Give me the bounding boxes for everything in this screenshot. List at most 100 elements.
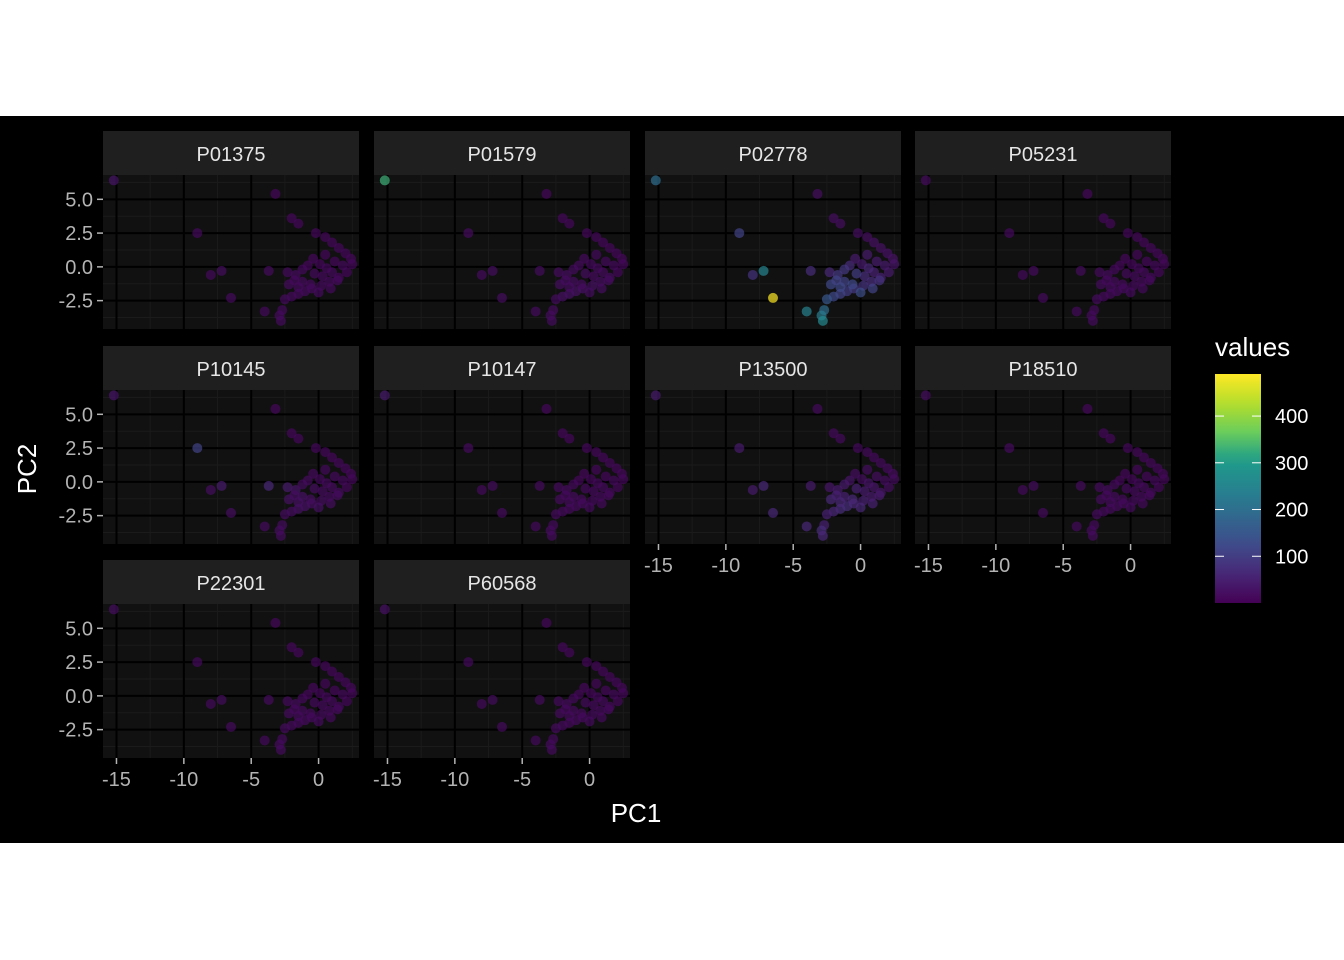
y-tick-label: -2.5 <box>59 720 93 742</box>
data-point <box>564 433 575 444</box>
data-point <box>650 390 661 401</box>
data-point <box>553 696 564 707</box>
data-point <box>332 490 343 501</box>
data-point <box>828 428 839 439</box>
data-point <box>596 498 607 509</box>
data-point <box>309 697 320 708</box>
data-point <box>608 475 619 486</box>
data-point <box>824 267 835 278</box>
facet-strip-label: P18510 <box>1009 359 1078 381</box>
data-point <box>817 315 828 326</box>
y-tick-label: 0.0 <box>65 686 93 708</box>
data-point <box>604 671 615 682</box>
data-point <box>591 232 602 243</box>
facet-strip-label: P01579 <box>468 144 537 166</box>
data-point <box>871 471 882 482</box>
data-point <box>476 698 487 709</box>
data-point <box>226 507 236 518</box>
points-group <box>108 604 358 755</box>
facet-strip <box>103 560 359 604</box>
x-tick-label: -15 <box>644 555 673 577</box>
data-point <box>920 175 931 186</box>
data-point <box>317 700 328 711</box>
data-point <box>871 256 882 267</box>
data-point <box>497 721 507 732</box>
data-point <box>108 604 119 615</box>
data-point <box>1121 483 1132 494</box>
data-point <box>588 271 599 282</box>
data-point <box>297 479 308 490</box>
data-point <box>476 484 487 495</box>
legend-colorbar <box>1215 374 1261 603</box>
facet-strip-label: P01375 <box>197 144 266 166</box>
data-point <box>293 647 304 658</box>
y-tick-label: 0.0 <box>65 472 93 494</box>
data-point <box>855 502 866 513</box>
data-point <box>297 693 308 704</box>
y-tick-label: -2.5 <box>59 291 93 313</box>
data-point <box>463 443 474 454</box>
data-point <box>568 479 579 490</box>
data-point <box>591 464 602 475</box>
data-point <box>580 268 591 279</box>
data-point <box>476 269 487 280</box>
faceted-scatter-chart: P01375 -2.5 0.0 2.5 5.0 P01579 P02778 P05231 P10… <box>12 131 1308 828</box>
data-point <box>282 696 293 707</box>
data-point <box>1075 480 1086 491</box>
data-point <box>1139 452 1150 463</box>
data-point <box>758 480 769 491</box>
data-point <box>855 287 866 298</box>
data-point <box>333 671 344 682</box>
data-point <box>270 188 281 199</box>
data-point <box>205 698 216 709</box>
data-point <box>1120 468 1131 479</box>
data-point <box>875 242 886 253</box>
data-point <box>282 267 293 278</box>
data-point <box>279 723 290 734</box>
data-point <box>600 685 611 696</box>
data-point <box>576 494 587 505</box>
data-point <box>591 661 602 672</box>
x-tick-label: -15 <box>373 769 402 791</box>
data-point <box>852 443 863 454</box>
data-point <box>1149 475 1160 486</box>
data-point <box>576 279 587 290</box>
data-point <box>379 175 390 186</box>
x-tick-label: -10 <box>711 555 740 577</box>
data-point <box>1121 268 1132 279</box>
data-point <box>581 443 592 454</box>
data-point <box>1038 507 1048 518</box>
points-group <box>650 390 900 541</box>
data-point <box>618 688 629 699</box>
data-point <box>333 457 344 468</box>
data-point <box>592 478 603 489</box>
legend-break-label: 400 <box>1275 406 1308 428</box>
data-point <box>321 478 332 489</box>
data-point <box>553 482 564 493</box>
data-point <box>862 232 873 243</box>
points-group <box>108 390 358 541</box>
y-tick-label: -2.5 <box>59 506 93 528</box>
data-point <box>747 484 758 495</box>
data-point <box>1144 490 1155 501</box>
data-point <box>879 475 890 486</box>
data-point <box>591 678 602 689</box>
panel-background <box>915 175 1171 329</box>
data-point <box>1082 188 1093 199</box>
data-point <box>309 483 320 494</box>
data-point <box>325 498 336 509</box>
data-point <box>205 484 216 495</box>
data-point <box>546 315 557 326</box>
x-tick-label: -10 <box>981 555 1010 577</box>
data-point <box>1071 306 1082 317</box>
data-point <box>263 480 274 491</box>
legend-break-label: 100 <box>1275 546 1308 568</box>
data-point <box>216 694 227 705</box>
data-point <box>618 474 629 485</box>
data-point <box>600 256 611 267</box>
data-point <box>293 218 304 229</box>
data-point <box>320 249 331 260</box>
data-point <box>874 490 885 501</box>
data-point <box>487 480 498 491</box>
x-tick-label: -5 <box>784 555 802 577</box>
